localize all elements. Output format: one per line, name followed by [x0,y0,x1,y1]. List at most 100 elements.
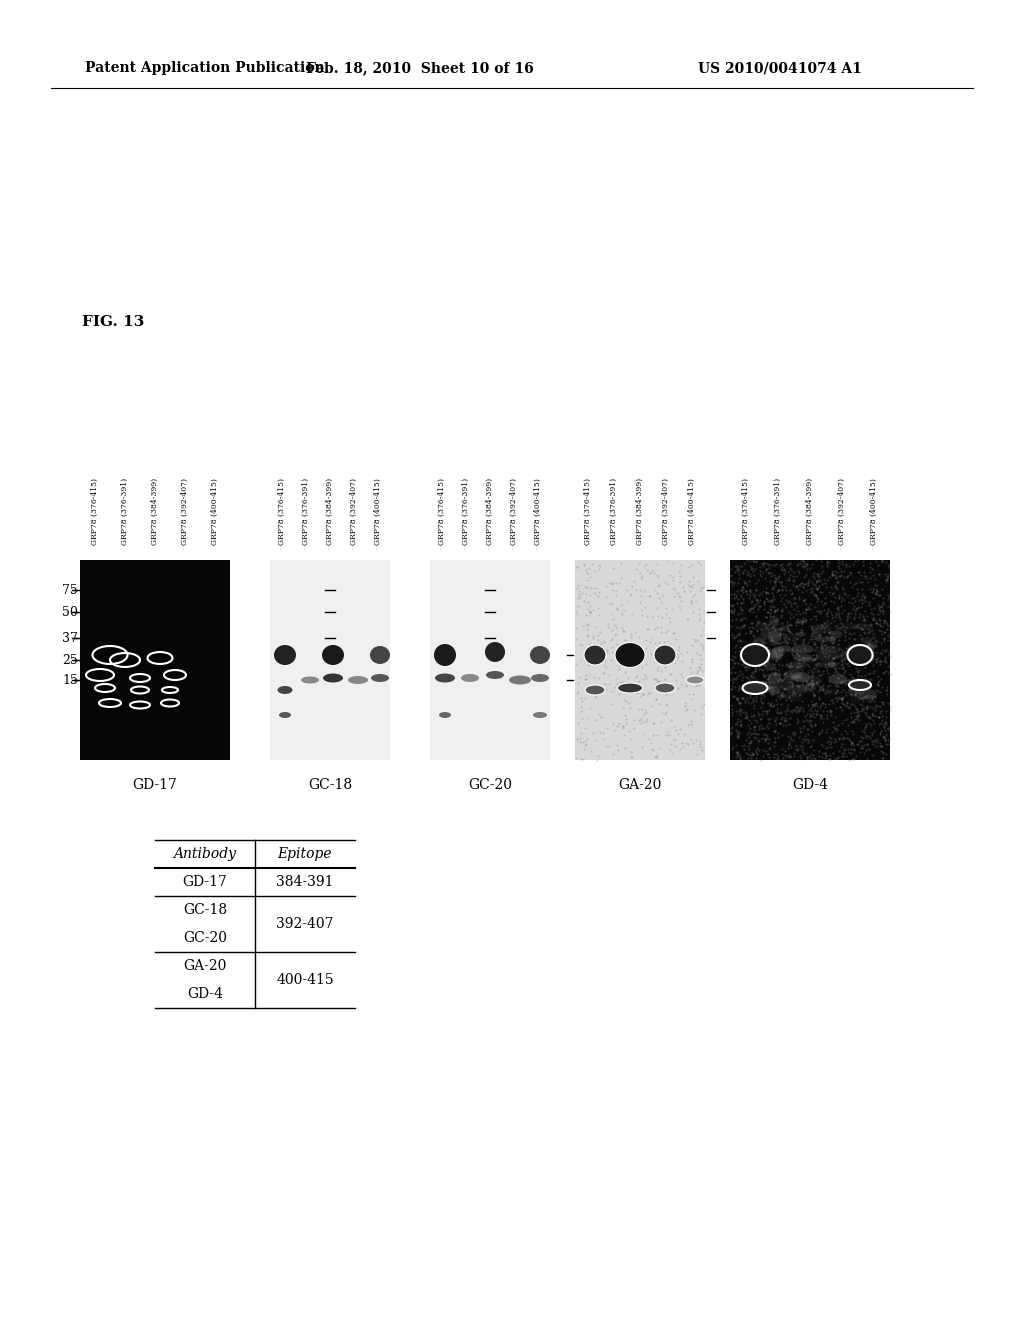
Point [737,704,754,725]
Point [773,685,790,706]
Point [782,565,799,586]
Point [800,710,816,731]
Point [779,627,796,648]
Point [826,574,843,595]
Point [655,631,672,652]
Point [675,577,691,598]
Point [867,680,884,701]
Point [881,585,897,606]
Point [843,603,859,624]
Point [866,574,883,595]
Point [688,743,705,764]
Point [723,669,739,690]
Point [749,743,765,764]
Point [725,668,741,689]
Point [839,606,855,627]
Point [773,598,790,619]
Point [870,609,887,630]
Point [776,576,793,597]
Ellipse shape [742,682,768,694]
Point [646,668,663,689]
Point [819,569,836,590]
Point [781,628,798,649]
Point [852,694,868,715]
Point [777,597,794,618]
Point [775,709,792,730]
Point [746,643,763,664]
Point [763,693,779,714]
Point [798,671,814,692]
Point [816,612,833,634]
Point [588,686,604,708]
Point [865,690,882,711]
Point [672,561,688,582]
Point [779,569,796,590]
Point [871,723,888,744]
Point [665,552,681,573]
Point [726,627,742,648]
Point [829,668,846,689]
Point [724,645,740,667]
Point [796,574,812,595]
Point [791,562,807,583]
Point [632,685,648,706]
Point [795,550,811,572]
Point [796,590,812,611]
Point [815,643,831,664]
Point [731,692,748,713]
Point [730,573,746,594]
Point [846,748,862,770]
Point [602,572,618,593]
Point [839,566,855,587]
Point [803,609,819,630]
Point [864,649,881,671]
Point [729,624,745,645]
Point [848,639,864,660]
Point [843,739,859,760]
Point [635,684,651,705]
Point [828,572,845,593]
Point [723,663,739,684]
Point [852,684,868,705]
Point [773,572,790,593]
Point [738,675,755,696]
Point [790,649,806,671]
Point [821,623,838,644]
Text: GRP78 (376-415): GRP78 (376-415) [438,478,446,545]
Point [668,719,684,741]
Point [599,614,615,635]
Point [750,644,766,665]
Point [876,622,892,643]
Point [754,680,770,701]
Point [572,649,589,671]
Point [772,624,788,645]
Point [814,664,830,685]
Point [825,582,842,603]
Point [727,585,743,606]
Point [795,577,811,598]
Point [724,649,740,671]
Point [838,746,854,767]
Point [858,697,874,718]
Point [796,553,812,574]
Point [592,556,608,577]
Point [737,607,754,628]
Point [856,656,872,677]
Point [770,685,786,706]
Point [838,556,854,577]
Point [762,644,778,665]
Point [772,702,788,723]
Point [870,665,887,686]
Ellipse shape [863,640,874,649]
Point [831,618,848,639]
Point [667,735,683,756]
Point [795,631,811,652]
Point [742,601,759,622]
Point [685,628,701,649]
Point [878,727,894,748]
Point [860,639,877,660]
Point [676,723,692,744]
Point [753,565,769,586]
Point [808,655,824,676]
Point [776,631,793,652]
